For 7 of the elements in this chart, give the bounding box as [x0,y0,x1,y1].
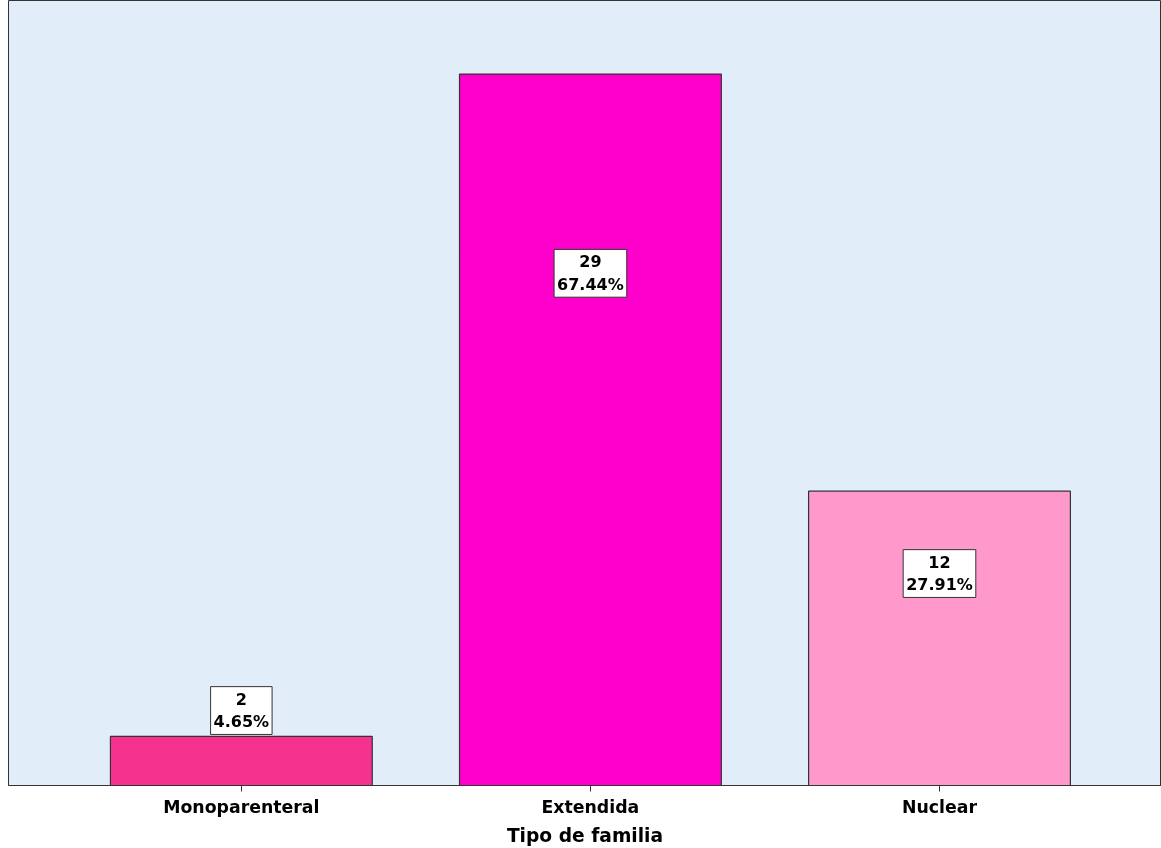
x-axis-title: Tipo de familia [506,824,664,846]
data-label: 12 27.91% [906,552,973,595]
data-label: 29 67.44% [557,252,624,295]
x-tick-label: Extendida [541,796,640,817]
data-label: 2 4.65% [213,689,270,732]
x-tick-label: Monoparenteral [163,796,320,817]
x-tick-label: Nuclear [901,796,978,817]
